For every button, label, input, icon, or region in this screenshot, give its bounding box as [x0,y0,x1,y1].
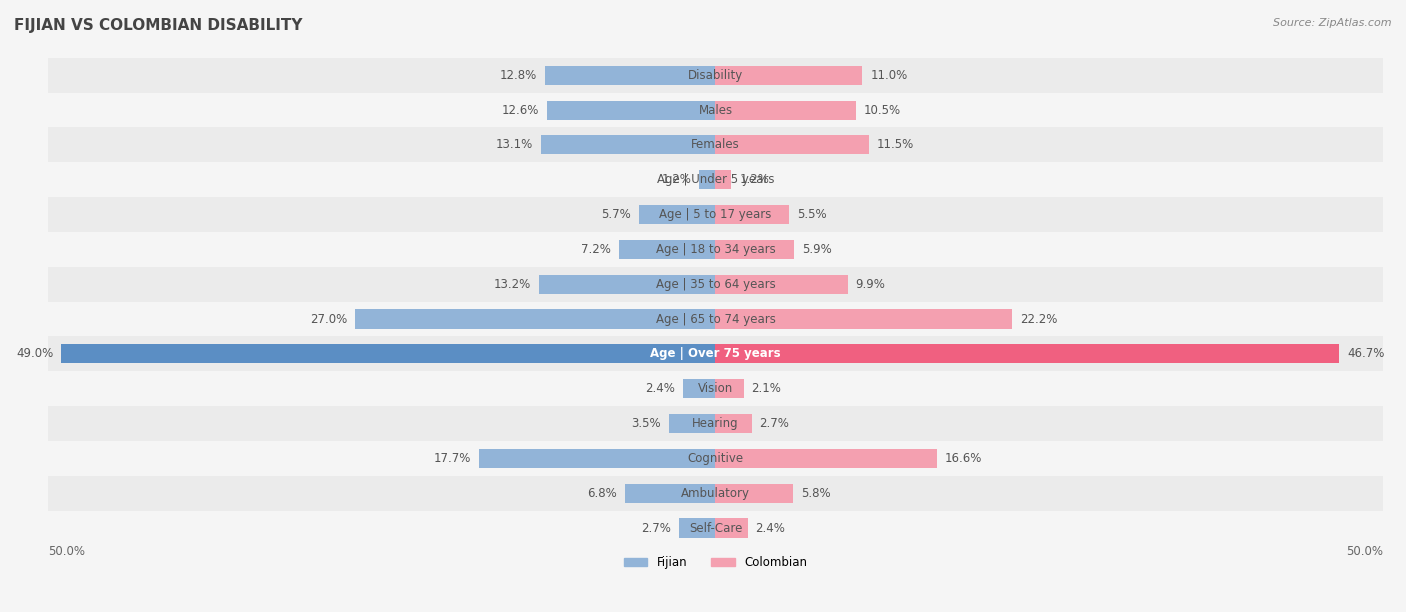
Bar [716,205,789,224]
Text: 22.2%: 22.2% [1019,313,1057,326]
Bar [48,58,1384,92]
Text: 17.7%: 17.7% [434,452,471,465]
Bar [48,92,1384,127]
Bar [48,127,1384,162]
Bar [48,197,1384,232]
Bar [619,240,716,259]
Bar [716,65,862,85]
Text: Cognitive: Cognitive [688,452,744,465]
Bar [716,100,856,120]
Bar [48,162,1384,197]
Text: 6.8%: 6.8% [586,487,617,499]
Text: 2.4%: 2.4% [755,521,786,534]
Text: Hearing: Hearing [692,417,738,430]
Bar [540,275,716,294]
Text: 7.2%: 7.2% [582,243,612,256]
Bar [716,379,744,398]
Bar [640,205,716,224]
Bar [48,510,1384,545]
Text: 1.2%: 1.2% [662,173,692,186]
Legend: Fijian, Colombian: Fijian, Colombian [619,551,811,573]
Text: Age | 35 to 64 years: Age | 35 to 64 years [655,278,775,291]
Bar [716,449,938,468]
Text: 16.6%: 16.6% [945,452,983,465]
Bar [716,240,794,259]
Text: Disability: Disability [688,69,744,82]
Text: 2.4%: 2.4% [645,382,675,395]
Bar [716,483,793,503]
Bar [354,310,716,329]
Text: 50.0%: 50.0% [48,545,84,558]
Bar [48,337,1384,371]
Bar [624,483,716,503]
Bar [540,135,716,154]
Bar [547,100,716,120]
Bar [716,310,1012,329]
Bar [48,441,1384,476]
Text: Vision: Vision [697,382,733,395]
Text: Age | 18 to 34 years: Age | 18 to 34 years [655,243,775,256]
Text: Age | Under 5 years: Age | Under 5 years [657,173,775,186]
Bar [683,379,716,398]
Bar [479,449,716,468]
Text: 5.7%: 5.7% [602,208,631,221]
Text: 12.8%: 12.8% [499,69,537,82]
Text: Males: Males [699,103,733,116]
Bar [716,170,731,189]
Text: 27.0%: 27.0% [309,313,347,326]
Text: 11.5%: 11.5% [877,138,914,151]
Text: 2.7%: 2.7% [759,417,789,430]
Bar [62,345,716,364]
Text: Source: ZipAtlas.com: Source: ZipAtlas.com [1274,18,1392,28]
Text: 9.9%: 9.9% [856,278,886,291]
Bar [716,135,869,154]
Bar [669,414,716,433]
Bar [716,414,752,433]
Text: 2.1%: 2.1% [752,382,782,395]
Bar [699,170,716,189]
Text: 3.5%: 3.5% [631,417,661,430]
Text: Females: Females [692,138,740,151]
Text: 13.1%: 13.1% [495,138,533,151]
Text: 10.5%: 10.5% [863,103,901,116]
Text: 46.7%: 46.7% [1347,348,1385,360]
Text: 12.6%: 12.6% [502,103,540,116]
Text: Age | 65 to 74 years: Age | 65 to 74 years [655,313,775,326]
Text: 11.0%: 11.0% [870,69,908,82]
Bar [48,476,1384,510]
Bar [679,518,716,537]
Text: 5.8%: 5.8% [801,487,831,499]
Text: 2.7%: 2.7% [641,521,672,534]
Bar [716,518,748,537]
Text: Ambulatory: Ambulatory [681,487,749,499]
Text: 50.0%: 50.0% [1346,545,1384,558]
Text: 5.9%: 5.9% [803,243,832,256]
Bar [48,302,1384,337]
Bar [716,345,1339,364]
Text: FIJIAN VS COLOMBIAN DISABILITY: FIJIAN VS COLOMBIAN DISABILITY [14,18,302,34]
Bar [48,232,1384,267]
Text: Age | 5 to 17 years: Age | 5 to 17 years [659,208,772,221]
Bar [48,267,1384,302]
Text: 49.0%: 49.0% [15,348,53,360]
Bar [716,275,848,294]
Bar [48,406,1384,441]
Text: 5.5%: 5.5% [797,208,827,221]
Bar [48,371,1384,406]
Text: 1.2%: 1.2% [740,173,769,186]
Text: 13.2%: 13.2% [494,278,531,291]
Bar [544,65,716,85]
Text: Age | Over 75 years: Age | Over 75 years [650,348,780,360]
Text: Self-Care: Self-Care [689,521,742,534]
